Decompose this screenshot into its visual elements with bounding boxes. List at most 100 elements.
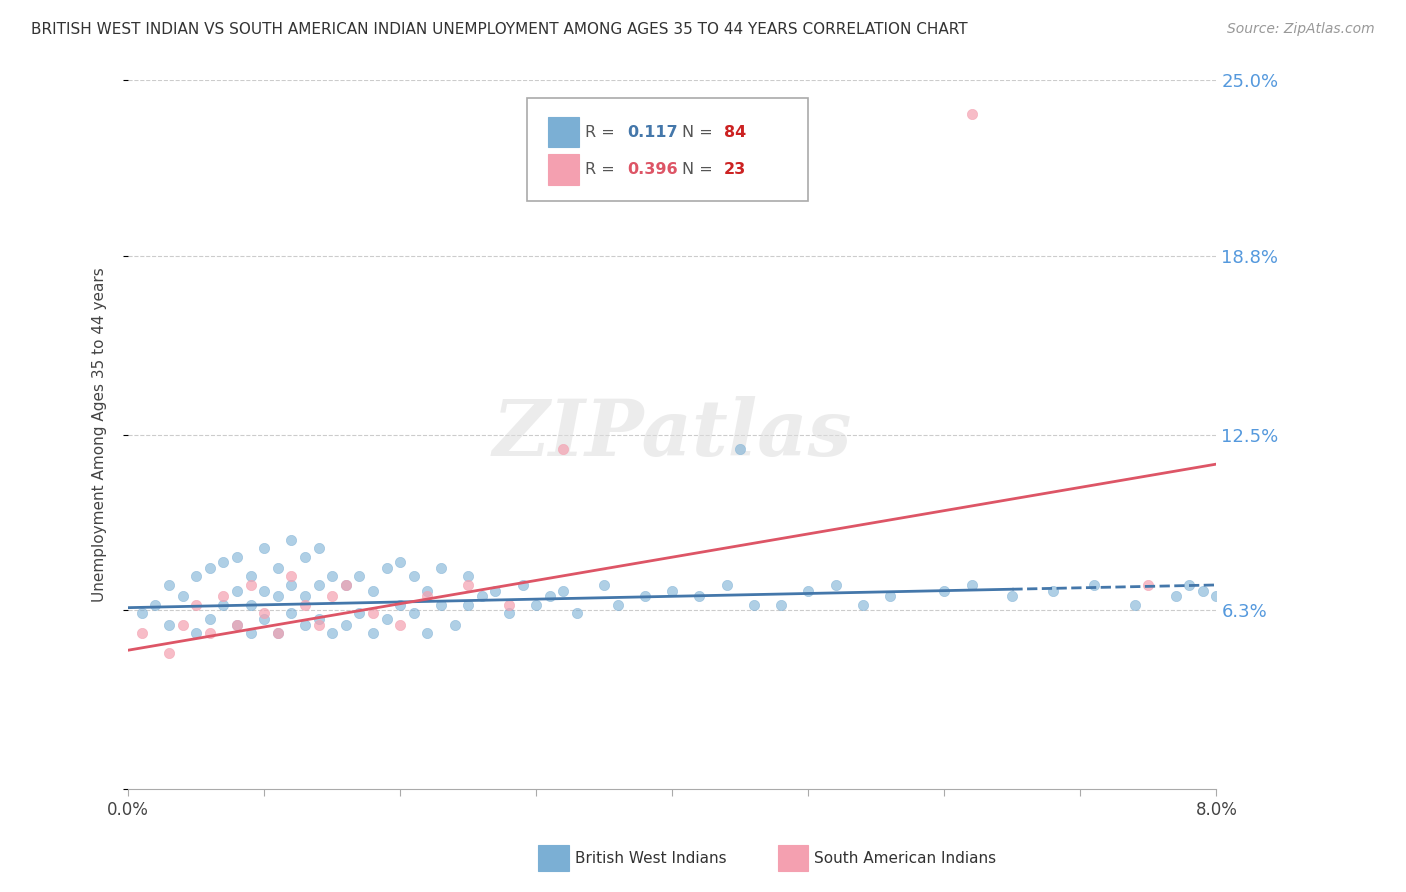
Point <box>1042 583 1064 598</box>
Point <box>375 561 398 575</box>
Point <box>361 626 384 640</box>
Point <box>661 583 683 598</box>
Point <box>349 607 371 621</box>
Point <box>361 607 384 621</box>
Point <box>498 607 520 621</box>
Point <box>1191 583 1213 598</box>
Point <box>212 590 235 604</box>
Point <box>457 578 479 592</box>
Point <box>430 598 453 612</box>
Point <box>553 583 575 598</box>
Point <box>157 646 180 660</box>
Point <box>172 617 194 632</box>
Point <box>1123 598 1146 612</box>
Point <box>186 598 208 612</box>
Point <box>226 617 249 632</box>
Point <box>239 569 262 583</box>
Point <box>742 598 765 612</box>
Point <box>716 578 738 592</box>
Point <box>852 598 875 612</box>
Point <box>335 617 357 632</box>
Text: 84: 84 <box>724 125 747 139</box>
Point <box>389 617 412 632</box>
Point <box>280 607 302 621</box>
Point <box>770 598 793 612</box>
Text: N =: N = <box>682 125 713 139</box>
Point <box>457 598 479 612</box>
Point <box>457 569 479 583</box>
Point <box>498 598 520 612</box>
Point <box>634 590 657 604</box>
Point <box>186 569 208 583</box>
Point <box>253 607 276 621</box>
Point <box>538 590 561 604</box>
Point <box>321 569 343 583</box>
Point <box>512 578 534 592</box>
Point <box>131 607 153 621</box>
Point <box>335 578 357 592</box>
Point <box>308 617 330 632</box>
Point <box>416 626 439 640</box>
Point <box>553 442 575 456</box>
Text: ZIPatlas: ZIPatlas <box>492 396 852 473</box>
Text: 0.396: 0.396 <box>627 162 678 177</box>
Point <box>239 598 262 612</box>
Point <box>1001 590 1024 604</box>
Point <box>226 617 249 632</box>
Point <box>186 626 208 640</box>
Point <box>267 590 290 604</box>
Point <box>253 612 276 626</box>
Point <box>294 598 316 612</box>
Point <box>239 626 262 640</box>
Text: British West Indians: British West Indians <box>575 851 727 865</box>
Point <box>389 598 412 612</box>
Point <box>960 578 983 592</box>
Point <box>349 569 371 583</box>
Point <box>131 626 153 640</box>
Point <box>730 442 752 456</box>
Text: R =: R = <box>585 162 614 177</box>
Text: 23: 23 <box>724 162 747 177</box>
Point <box>308 612 330 626</box>
Point <box>308 541 330 555</box>
Point <box>267 561 290 575</box>
Point <box>565 607 588 621</box>
Point <box>484 583 506 598</box>
Point <box>335 578 357 592</box>
Point <box>239 578 262 592</box>
Point <box>294 590 316 604</box>
Point <box>280 578 302 592</box>
Point <box>321 590 343 604</box>
Point <box>198 612 221 626</box>
Point <box>471 590 494 604</box>
Point <box>157 578 180 592</box>
Point <box>416 583 439 598</box>
Point <box>267 626 290 640</box>
Point <box>402 607 425 621</box>
Point <box>934 583 956 598</box>
Point <box>797 583 820 598</box>
Point <box>879 590 901 604</box>
Point <box>1164 590 1187 604</box>
Point <box>416 590 439 604</box>
Point <box>198 561 221 575</box>
Point <box>689 590 711 604</box>
Point <box>226 583 249 598</box>
Point <box>308 578 330 592</box>
Point <box>524 598 547 612</box>
Text: R =: R = <box>585 125 614 139</box>
Point <box>1205 590 1227 604</box>
Point <box>1137 578 1160 592</box>
Text: 0.117: 0.117 <box>627 125 678 139</box>
Point <box>267 626 290 640</box>
Point <box>321 626 343 640</box>
Point <box>430 561 453 575</box>
Point <box>198 626 221 640</box>
Point <box>443 617 465 632</box>
Point <box>253 583 276 598</box>
Point <box>960 107 983 121</box>
Point <box>1083 578 1105 592</box>
Point <box>172 590 194 604</box>
Point <box>1178 578 1201 592</box>
Text: Source: ZipAtlas.com: Source: ZipAtlas.com <box>1227 22 1375 37</box>
